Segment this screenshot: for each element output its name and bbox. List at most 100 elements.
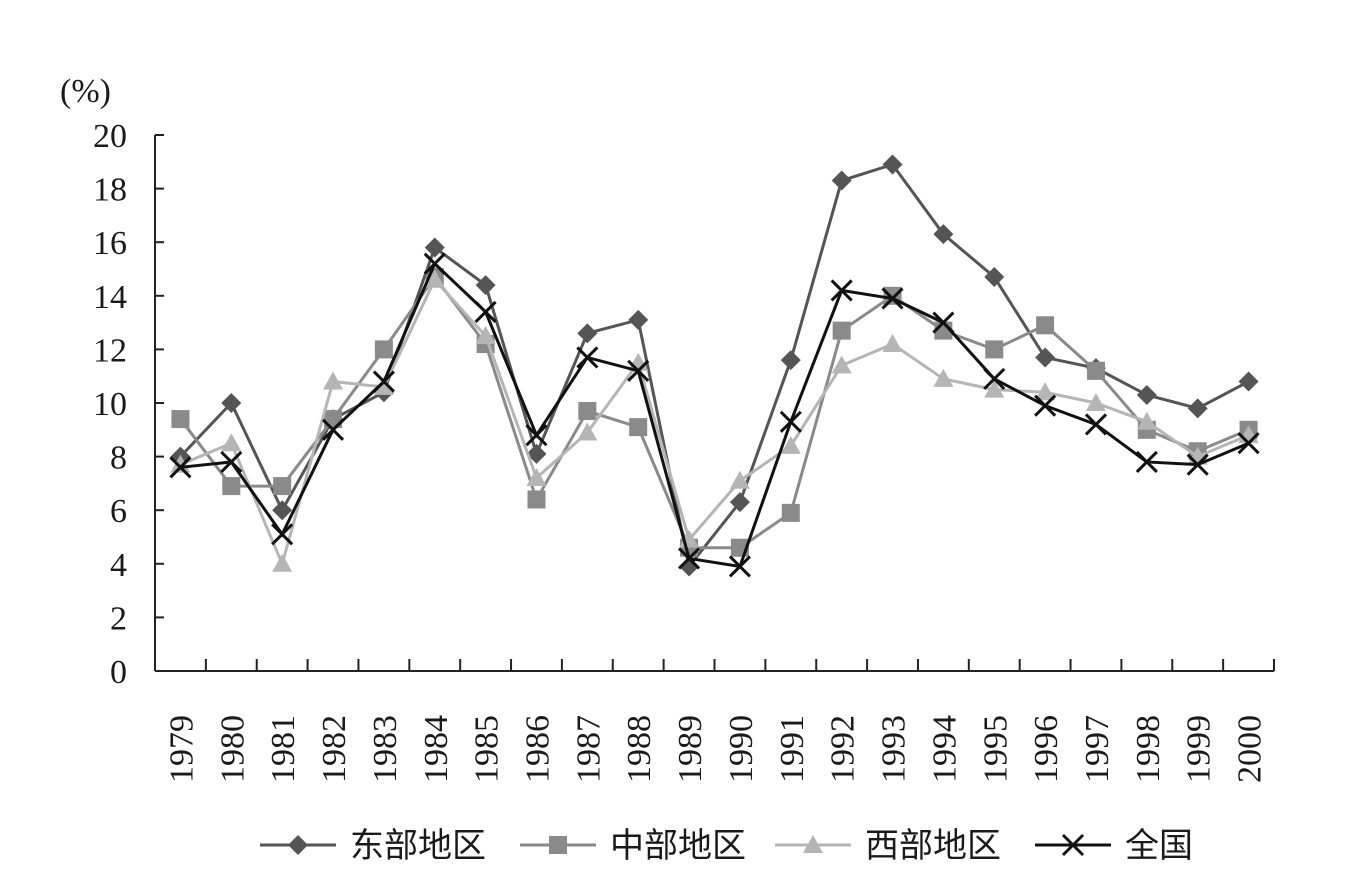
x-marker-stroke	[1034, 394, 1057, 417]
data-point-triangle	[831, 355, 852, 374]
x-tick-label: 1982	[316, 715, 353, 783]
x-tick-label: 1990	[723, 715, 760, 783]
x-marker-stroke	[372, 370, 395, 393]
series-4	[169, 252, 1260, 578]
data-point-diamond	[424, 237, 445, 258]
data-point-triangle	[526, 468, 547, 487]
data-point-x	[169, 456, 192, 479]
data-point-x	[983, 367, 1006, 390]
data-point-diamond	[1136, 384, 1157, 405]
legend-label: 中部地区	[610, 826, 746, 866]
data-point-x	[271, 523, 294, 546]
data-point-x	[678, 547, 701, 570]
x-marker-stroke	[779, 410, 802, 433]
data-point-x	[728, 555, 751, 578]
x-tick-label: 1993	[876, 715, 913, 783]
x-tick-label: 1998	[1130, 715, 1167, 783]
x-marker-stroke	[627, 359, 650, 382]
legend-item-3: 西部地区	[775, 826, 1001, 866]
x-marker-stroke	[1084, 413, 1108, 436]
data-point-triangle	[882, 334, 903, 353]
series-lines	[169, 154, 1260, 578]
data-point-x	[627, 359, 650, 382]
legend-label: 全国	[1125, 826, 1193, 866]
data-point-square	[222, 477, 241, 496]
legend-marker-square	[549, 836, 567, 854]
x-tick-label: 1981	[265, 715, 302, 783]
data-point-triangle	[984, 379, 1005, 398]
data-point-diamond	[1035, 347, 1056, 368]
data-point-diamond	[729, 492, 750, 513]
data-point-triangle	[475, 326, 496, 344]
legend-label: 东部地区	[350, 826, 486, 866]
data-point-square	[273, 477, 292, 496]
data-point-triangle	[933, 368, 954, 387]
x-marker-stroke	[983, 367, 1006, 390]
x-marker-stroke	[474, 300, 497, 323]
legend-marker-triangle	[803, 835, 823, 853]
data-point-square	[374, 340, 393, 359]
x-marker-stroke	[932, 311, 955, 334]
data-point-x	[779, 410, 802, 433]
x-tick-label: 1996	[1028, 715, 1065, 783]
series-2	[171, 268, 1258, 557]
y-axis-unit-label: (%)	[60, 73, 111, 110]
data-point-diamond	[628, 309, 649, 330]
x-marker-stroke	[271, 523, 294, 546]
series-line	[179, 277, 1250, 569]
x-tick-label: 1984	[418, 715, 455, 783]
data-point-diamond	[984, 267, 1005, 288]
data-point-triangle	[1136, 411, 1157, 430]
x-tick-label: 1992	[825, 715, 862, 783]
x-tick-label: 1997	[1079, 715, 1116, 783]
data-point-x	[932, 311, 955, 334]
y-tick-label: 16	[93, 225, 127, 262]
data-point-square	[171, 410, 190, 429]
x-marker-stroke	[1135, 450, 1158, 474]
data-point-diamond	[577, 323, 598, 344]
x-marker-stroke	[321, 418, 345, 441]
data-point-x	[423, 252, 446, 275]
data-point-square	[578, 402, 597, 421]
x-tick-label: 1979	[163, 715, 200, 783]
data-point-square	[1036, 316, 1055, 335]
x-tick-label: 1987	[570, 715, 607, 783]
legend-item-4: 全国	[1035, 826, 1193, 866]
x-tick-label: 2000	[1232, 715, 1269, 783]
data-point-square	[781, 503, 800, 522]
legend-marker-diamond	[288, 835, 308, 855]
legend: 东部地区 中部地区 西部地区 全国	[260, 826, 1193, 866]
data-point-triangle	[577, 422, 598, 441]
data-point-triangle	[373, 376, 394, 395]
data-point-triangle	[323, 371, 344, 390]
y-tick-label: 2	[110, 600, 127, 637]
data-point-triangle	[780, 435, 801, 454]
data-point-diamond	[882, 154, 903, 175]
data-point-diamond	[780, 350, 801, 371]
x-tick-label: 1983	[367, 715, 404, 783]
x-marker-stroke	[423, 252, 446, 275]
x-marker-stroke	[576, 346, 599, 369]
series-1	[170, 154, 1259, 577]
x-marker-stroke	[830, 279, 853, 302]
legend-marker-x	[1061, 833, 1085, 857]
data-point-triangle	[221, 433, 242, 452]
data-point-x	[1237, 432, 1260, 455]
y-tick-label: 20	[93, 118, 127, 155]
data-point-x	[1186, 453, 1209, 476]
x-tick-label: 1985	[469, 715, 506, 783]
data-point-x	[474, 300, 497, 323]
data-point-triangle	[1085, 393, 1106, 411]
y-tick-label: 6	[110, 493, 127, 530]
x-tick-label: 1991	[774, 715, 811, 783]
data-point-diamond	[831, 170, 852, 191]
data-point-diamond	[1187, 398, 1208, 419]
x-marker-stroke	[1186, 453, 1209, 476]
x-tick-label: 1980	[214, 715, 251, 783]
data-point-diamond	[526, 443, 547, 464]
data-point-diamond	[933, 224, 954, 245]
data-point-x	[1034, 394, 1057, 417]
data-point-x	[881, 287, 904, 310]
